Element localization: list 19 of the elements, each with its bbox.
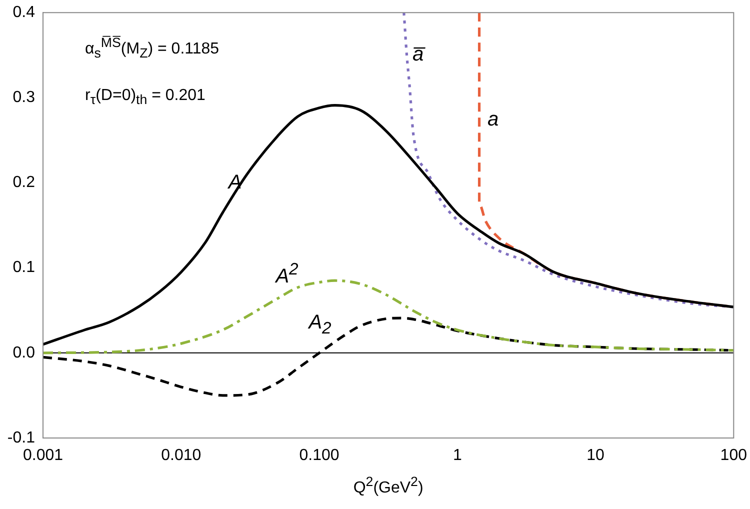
series-label: a bbox=[487, 108, 499, 132]
annotation: α$_{s}$$^{M̅S̅}$(M$_{Z}$) = 0.1185 bbox=[85, 34, 220, 60]
series-label: A$^{2}$ bbox=[276, 260, 298, 288]
series-label: A$_{2}$ bbox=[308, 312, 332, 338]
series-label: a̅ bbox=[412, 44, 424, 66]
y-tick-label: 0.0 bbox=[12, 344, 36, 362]
x-tick-label: 0.010 bbox=[161, 447, 202, 464]
x-tick-label: 100 bbox=[720, 447, 748, 464]
x-tick-label: 1 bbox=[452, 447, 462, 464]
x-axis-title: Q$^{2}$(GeV$^{2}$) bbox=[353, 474, 424, 498]
annotation: r$_{τ}$(D=0)$_{th}$ = 0.201 bbox=[85, 86, 206, 107]
y-tick-label: 0.2 bbox=[12, 174, 36, 192]
y-tick-label: -0.1 bbox=[7, 429, 36, 446]
y-tick-label: 0.3 bbox=[12, 89, 36, 106]
y-tick-label: 0.1 bbox=[12, 259, 36, 276]
x-tick-label: 0.001 bbox=[22, 447, 64, 464]
x-tick-label: 0.100 bbox=[299, 447, 340, 464]
x-tick-label: 10 bbox=[586, 447, 605, 464]
y-tick-label: 0.4 bbox=[12, 4, 36, 22]
